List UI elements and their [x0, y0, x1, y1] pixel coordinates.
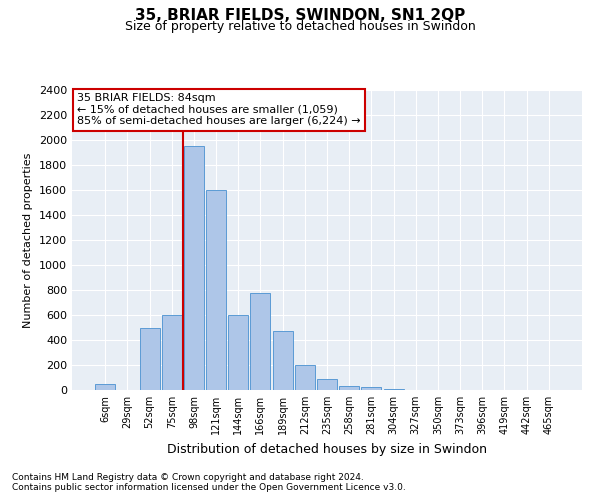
Bar — [383, 389, 404, 390]
Bar — [361, 387, 382, 390]
Bar — [162, 315, 182, 390]
Text: 35, BRIAR FIELDS, SWINDON, SN1 2QP: 35, BRIAR FIELDS, SWINDON, SN1 2QP — [135, 8, 465, 22]
Bar — [228, 315, 248, 390]
Bar — [272, 331, 293, 390]
Bar — [339, 386, 359, 390]
Bar — [140, 328, 160, 390]
Text: Contains HM Land Registry data © Crown copyright and database right 2024.: Contains HM Land Registry data © Crown c… — [12, 472, 364, 482]
Text: Distribution of detached houses by size in Swindon: Distribution of detached houses by size … — [167, 442, 487, 456]
Bar — [95, 384, 115, 390]
Y-axis label: Number of detached properties: Number of detached properties — [23, 152, 34, 328]
Bar — [206, 190, 226, 390]
Text: 35 BRIAR FIELDS: 84sqm
← 15% of detached houses are smaller (1,059)
85% of semi-: 35 BRIAR FIELDS: 84sqm ← 15% of detached… — [77, 93, 361, 126]
Bar — [250, 292, 271, 390]
Bar — [295, 365, 315, 390]
Bar — [317, 379, 337, 390]
Bar — [184, 146, 204, 390]
Text: Contains public sector information licensed under the Open Government Licence v3: Contains public sector information licen… — [12, 482, 406, 492]
Text: Size of property relative to detached houses in Swindon: Size of property relative to detached ho… — [125, 20, 475, 33]
